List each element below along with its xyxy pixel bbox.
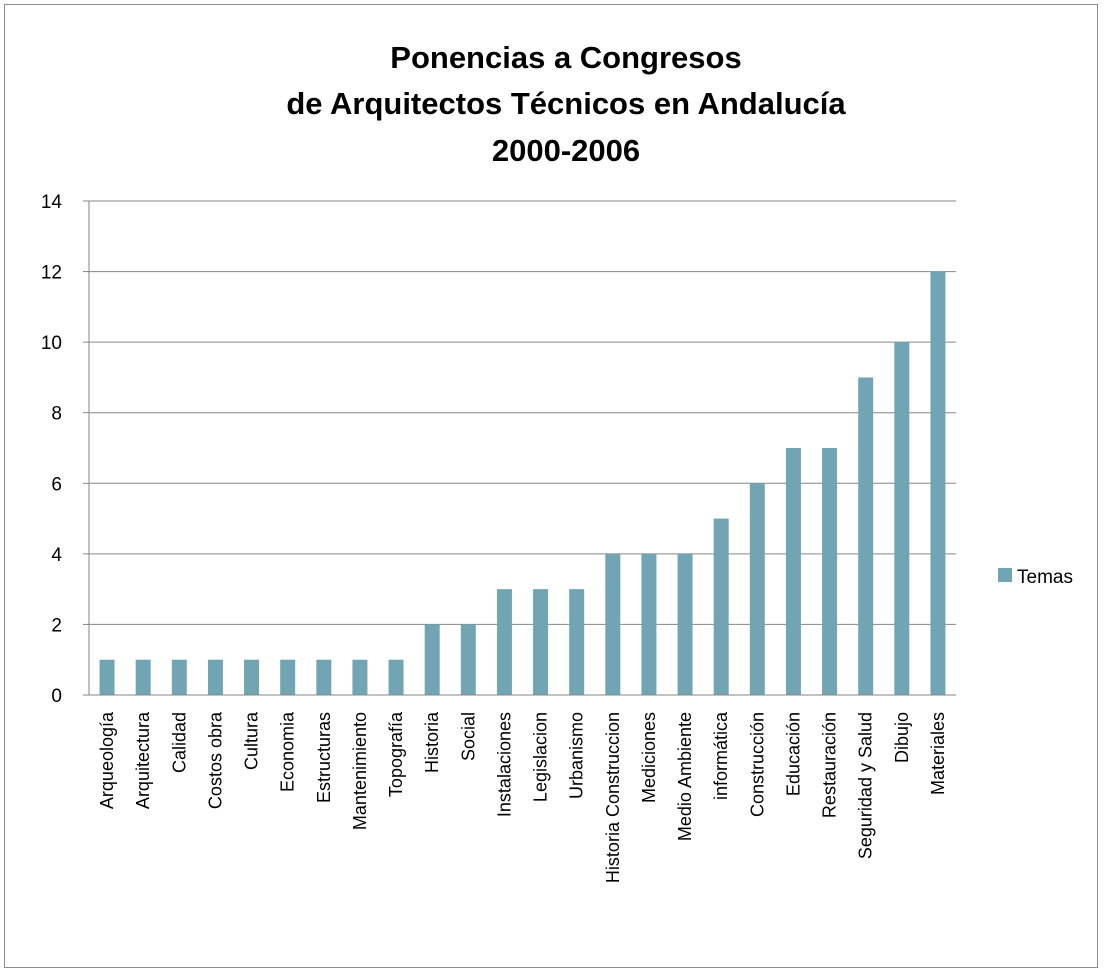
bar: [533, 589, 549, 695]
x-tick-label: Mantenimiento: [350, 712, 370, 830]
bar: [388, 659, 404, 695]
chart-title: Ponencias a Congresos de Arquitectos Téc…: [286, 40, 846, 168]
chart-title-line-1: Ponencias a Congresos: [390, 40, 741, 75]
bar: [207, 659, 223, 695]
x-tick-label: Social: [458, 712, 478, 761]
y-tick-label: 8: [51, 404, 62, 425]
y-tick-label: 12: [41, 263, 62, 284]
x-tick-label: Arquitectura: [133, 711, 153, 809]
bar: [749, 483, 765, 695]
x-tick-label: Medio Ambiente: [675, 712, 695, 841]
bar: [785, 448, 801, 695]
y-tick-label: 6: [51, 474, 62, 495]
chart-frame: [4, 4, 1098, 968]
bar: [424, 624, 440, 695]
y-tick-label: 10: [41, 333, 62, 354]
x-tick-label: Legislacion: [531, 712, 551, 802]
legend-label: Temas: [1017, 567, 1073, 588]
x-tick-label: Seguridad y Salud: [856, 712, 876, 859]
x-tick-label: Costos obra: [205, 711, 225, 809]
x-tick-label: Arqueología: [97, 711, 117, 809]
chart-title-line-3: 2000-2006: [492, 133, 640, 168]
x-tick-label: Calidad: [169, 712, 189, 773]
bar: [135, 659, 151, 695]
x-tick-label: Mediciones: [639, 712, 659, 803]
bar: [171, 659, 187, 695]
y-tick-label: 14: [41, 192, 63, 213]
bars: [99, 271, 946, 695]
bar: [496, 589, 512, 695]
chart-title-line-2: de Arquitectos Técnicos en Andalucía: [286, 86, 846, 121]
x-tick-label: Restauración: [820, 712, 840, 818]
bar: [605, 553, 621, 695]
x-tick-label: Cultura: [242, 711, 262, 770]
bar: [822, 448, 838, 695]
x-tick-label: Urbanismo: [567, 712, 587, 799]
y-tick-label: 4: [51, 545, 62, 566]
bar: [641, 553, 657, 695]
x-axis: Arqueología Arquitectura Calidad Costos obr…: [89, 694, 956, 883]
bar: [280, 659, 296, 695]
bar: [316, 659, 332, 695]
x-tick-label: Historia Construccion: [603, 712, 623, 883]
x-tick-label: Materiales: [928, 712, 948, 795]
y-axis: 0 2 4 6 8 10 12 14: [41, 192, 90, 707]
x-tick-label: informática: [711, 711, 731, 800]
legend: Temas: [998, 567, 1073, 588]
y-tick-label: 0: [51, 686, 62, 707]
x-tick-label: Instalaciones: [494, 712, 514, 817]
bar: [930, 271, 946, 695]
bar: [244, 659, 260, 695]
bar: [352, 659, 368, 695]
bar: [677, 553, 693, 695]
x-tick-label: Construcción: [747, 712, 767, 817]
x-tick-label: Dibujo: [892, 712, 912, 763]
x-tick-label: Educación: [783, 712, 803, 796]
bar: [99, 659, 115, 695]
x-tick-label: Estructuras: [314, 712, 334, 803]
bar: [569, 589, 585, 695]
bar: [858, 377, 874, 695]
bar: [894, 342, 910, 695]
legend-swatch: [998, 568, 1012, 582]
x-tick-label: Economia: [278, 711, 298, 792]
x-tick-label: Topografía: [386, 711, 406, 797]
y-tick-label: 2: [51, 615, 62, 636]
bar: [713, 518, 729, 695]
bar: [460, 624, 476, 695]
x-tick-label: Historia: [422, 711, 442, 773]
